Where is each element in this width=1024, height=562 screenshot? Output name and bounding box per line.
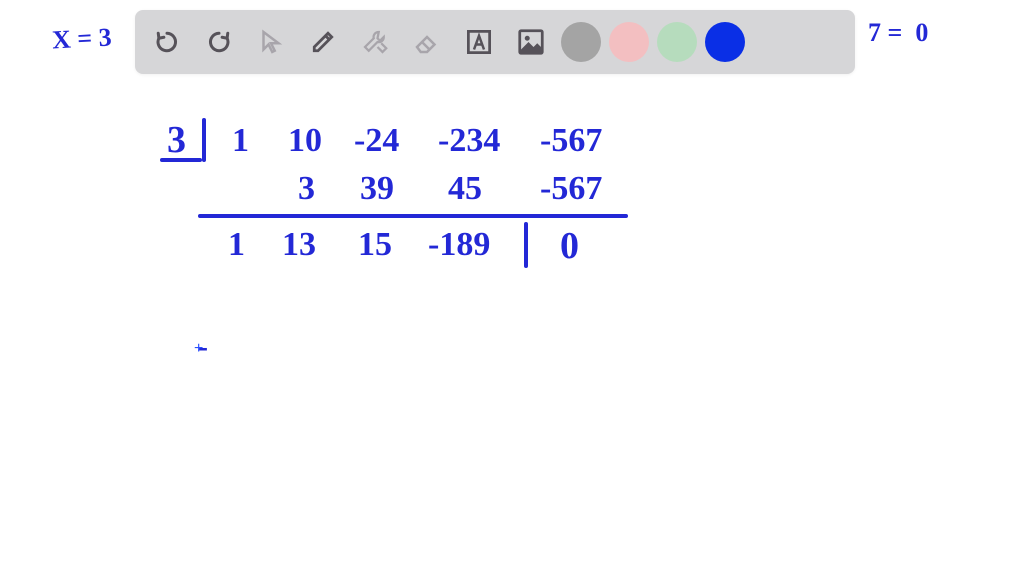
row1-col3: -24 bbox=[354, 122, 399, 160]
row1-col2: 10 bbox=[288, 122, 322, 160]
pen-tool-button[interactable] bbox=[299, 18, 347, 66]
whiteboard-canvas[interactable]: X = 3 7 = 0 3 1 10 -24 -234 -567 3 39 45… bbox=[0, 0, 1024, 562]
annotation-x-equals: X = 3 bbox=[51, 22, 112, 55]
row3-remainder: 0 bbox=[560, 224, 579, 268]
row3-col3: 15 bbox=[358, 226, 392, 264]
color-swatch-green[interactable] bbox=[657, 22, 697, 62]
color-swatch-pink[interactable] bbox=[609, 22, 649, 62]
row1-col4: -234 bbox=[438, 122, 500, 160]
cursor-crosshair-icon: + bbox=[194, 340, 203, 358]
row3-col2: 13 bbox=[282, 226, 316, 264]
row2-col3: 39 bbox=[360, 170, 394, 208]
color-swatch-blue[interactable] bbox=[705, 22, 745, 62]
stray-mark: - bbox=[198, 330, 208, 364]
image-tool-button[interactable] bbox=[507, 18, 555, 66]
remainder-bar bbox=[524, 222, 528, 268]
row3-col1: 1 bbox=[228, 226, 245, 264]
row2-col5: -567 bbox=[540, 170, 602, 208]
redo-button[interactable] bbox=[195, 18, 243, 66]
row3-col4: -189 bbox=[428, 226, 490, 264]
pointer-icon bbox=[256, 27, 286, 57]
pointer-tool-button[interactable] bbox=[247, 18, 295, 66]
row1-col5: -567 bbox=[540, 122, 602, 160]
redo-icon bbox=[204, 27, 234, 57]
handwriting-layer: X = 3 7 = 0 3 1 10 -24 -234 -567 3 39 45… bbox=[0, 0, 1024, 562]
row1-col1: 1 bbox=[232, 122, 249, 160]
undo-button[interactable] bbox=[143, 18, 191, 66]
division-divisor: 3 bbox=[167, 118, 186, 162]
row2-col2: 3 bbox=[298, 170, 315, 208]
division-vertical-bar bbox=[202, 118, 206, 162]
division-sum-line bbox=[198, 214, 628, 218]
eraser-icon bbox=[412, 27, 442, 57]
annotation-right: 7 = 0 bbox=[868, 18, 928, 48]
drawing-toolbar bbox=[135, 10, 855, 74]
wrench-icon bbox=[360, 27, 390, 57]
row2-col4: 45 bbox=[448, 170, 482, 208]
division-underline bbox=[160, 158, 202, 162]
tools-button[interactable] bbox=[351, 18, 399, 66]
pen-icon bbox=[308, 27, 338, 57]
text-tool-button[interactable] bbox=[455, 18, 503, 66]
text-frame-icon bbox=[464, 27, 494, 57]
eraser-tool-button[interactable] bbox=[403, 18, 451, 66]
color-swatch-grey[interactable] bbox=[561, 22, 601, 62]
undo-icon bbox=[152, 27, 182, 57]
image-frame-icon bbox=[516, 27, 546, 57]
